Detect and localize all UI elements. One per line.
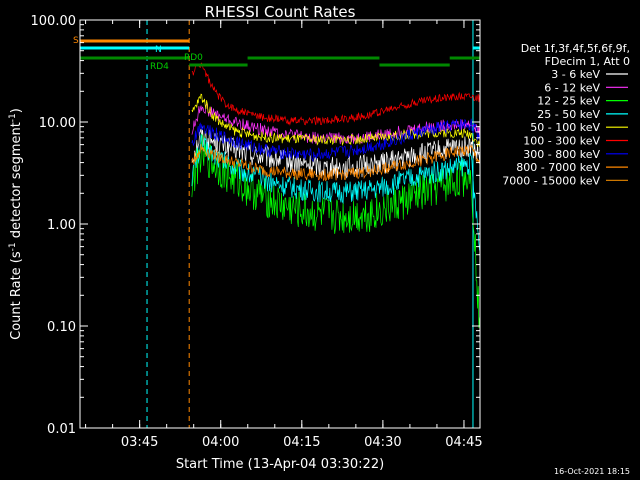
legend-label-4: 50 - 100 keV — [530, 121, 600, 134]
series-line-0 — [191, 126, 480, 179]
state-label-n: N — [155, 45, 162, 55]
chart-title: RHESSI Count Rates — [205, 3, 356, 21]
legend-header-line-1: Det 1f,3f,4f,5f,6f,9f, — [521, 42, 630, 55]
state-bars — [80, 39, 480, 67]
legend-label-6: 300 - 800 keV — [523, 148, 600, 161]
x-tick-label-3: 04:30 — [364, 435, 401, 450]
x-axis: 03:45 04:00 04:15 04:30 04:45 — [85, 20, 483, 450]
legend-label-3: 25 - 50 keV — [537, 108, 600, 121]
series-line-7 — [191, 143, 480, 182]
y-axis-label-part-3: ) — [9, 108, 24, 113]
series-group — [191, 62, 480, 329]
state-label-rd0: RD0 — [184, 53, 203, 63]
series-line-1 — [191, 102, 480, 145]
legend-label-8: 7000 - 15000 keV — [502, 174, 600, 187]
series-line-6 — [191, 118, 480, 163]
timestamp: 16-Oct-2021 18:15 — [554, 467, 630, 476]
y-tick-label-2: 1.00 — [47, 218, 76, 233]
legend-label-1: 6 - 12 keV — [544, 81, 600, 94]
x-axis-label: Start Time (13-Apr-04 03:30:22) — [176, 457, 384, 472]
legend-label-0: 3 - 6 keV — [551, 68, 600, 81]
state-label-s: S — [73, 36, 79, 46]
y-axis-label-part-1: Count Rate (s — [9, 251, 24, 340]
legend-label-7: 800 - 7000 keV — [516, 161, 600, 174]
y-tick-label-0: 100.00 — [31, 14, 77, 29]
state-label-rd4: RD4 — [150, 62, 169, 72]
y-axis-label-part-2: detector segment — [9, 122, 24, 242]
y-tick-label-4: 0.01 — [47, 422, 76, 437]
series-line-5 — [191, 62, 480, 126]
legend-label-2: 12 - 25 keV — [537, 95, 600, 108]
x-tick-label-0: 03:45 — [121, 435, 158, 450]
x-tick-label-4: 04:45 — [445, 435, 482, 450]
x-tick-label-1: 04:00 — [202, 435, 239, 450]
y-axis-label-sup-2: -1 — [8, 113, 18, 122]
y-axis-label: Count Rate (s-1 detector segment-1) — [8, 108, 24, 340]
series-line-3 — [191, 134, 480, 251]
y-tick-label-3: 0.10 — [47, 320, 76, 335]
y-tick-label-1: 10.00 — [39, 116, 76, 131]
legend-header-line-2: FDecim 1, Att 0 — [545, 55, 630, 68]
series-line-4 — [191, 93, 480, 148]
legend-label-5: 100 - 300 keV — [523, 135, 600, 148]
legend: Det 1f,3f,4f,5f,6f,9f, FDecim 1, Att 0 3… — [502, 42, 630, 187]
y-axis: 100.00 10.00 1.00 0.10 0.01 — [31, 14, 480, 437]
x-tick-label-2: 04:15 — [283, 435, 320, 450]
y-axis-label-sup-1: -1 — [8, 242, 18, 251]
